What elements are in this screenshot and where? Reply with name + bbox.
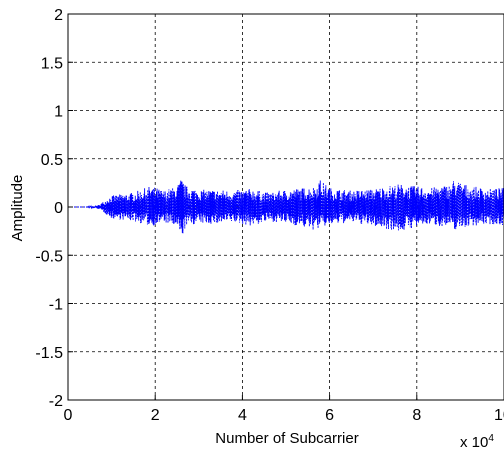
x-axis-label: Number of Subcarrier: [215, 430, 358, 447]
y-axis-label: Amplitude: [9, 175, 26, 242]
x-tick-label: 10: [494, 407, 504, 424]
x-multiplier-label: x 104: [460, 433, 494, 451]
x-tick-labels: 0 2 4 6 8 10: [64, 407, 504, 424]
signal-line: [68, 180, 504, 234]
y-tick-label: 0: [54, 200, 63, 217]
y-tick-label: 0.5: [41, 152, 63, 169]
x-tick-label: 4: [238, 407, 247, 424]
y-tick-label: -1.5: [35, 345, 63, 362]
x-tick-label: 6: [325, 407, 334, 424]
y-tick-label: -0.5: [35, 248, 63, 265]
y-tick-label: 2: [54, 7, 63, 24]
x-tick-label: 2: [151, 407, 160, 424]
x-tick-label: 8: [412, 407, 421, 424]
y-tick-label: 1.5: [41, 55, 63, 72]
y-tick-label: 1: [54, 104, 63, 121]
x-tick-label: 0: [64, 407, 73, 424]
signal-series: [68, 180, 504, 234]
y-tick-label: -1: [49, 297, 63, 314]
y-tick-label: -2: [49, 393, 63, 410]
axis-ticks: [67, 13, 504, 401]
y-tick-labels: -2 -1.5 -1 -0.5 0 0.5 1 1.5 2: [35, 7, 63, 410]
x-multiplier-exponent: 4: [488, 433, 494, 444]
